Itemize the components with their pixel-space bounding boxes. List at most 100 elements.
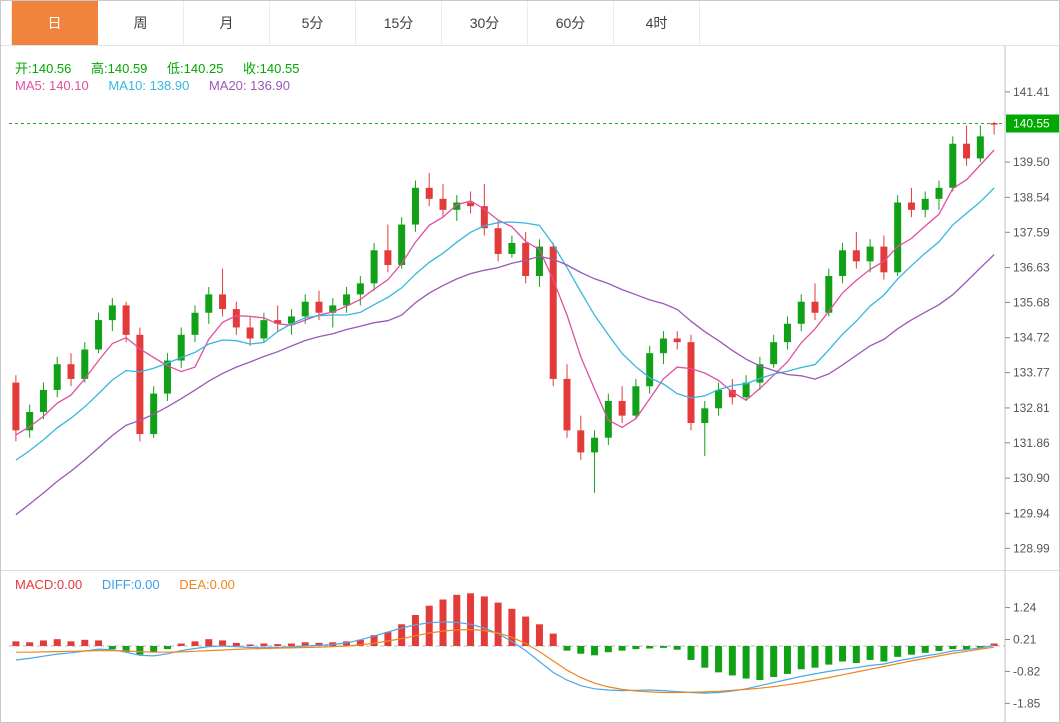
candle-body <box>770 342 778 365</box>
macd-panel <box>9 593 1005 694</box>
macd-bar <box>343 641 351 646</box>
tab-60min[interactable]: 60分 <box>528 1 614 45</box>
candle-body <box>673 338 681 343</box>
ma5-value: 140.10 <box>48 78 89 93</box>
macd-bar <box>136 646 144 655</box>
macd-bar <box>191 641 199 646</box>
macd-axis-label: -1.85 <box>1013 696 1041 710</box>
macd-bar <box>990 643 998 646</box>
macd-bar <box>728 646 736 676</box>
macd-label: MACD: <box>15 577 57 592</box>
candle-body <box>163 360 171 394</box>
candle-body <box>990 123 998 125</box>
candle-body <box>287 316 295 324</box>
candle-body <box>646 353 654 387</box>
candle-body <box>907 202 915 210</box>
macd-bar <box>659 646 667 648</box>
candle-body <box>811 301 819 313</box>
macd-bar <box>81 639 89 646</box>
candle-body <box>535 246 543 277</box>
macd-bar <box>53 639 61 646</box>
macd-legend: MACD:0.00 DIFF:0.00 DEA:0.00 <box>15 577 251 592</box>
timeframe-tabbar: 日 周 月 5分 15分 30分 60分 4时 <box>1 1 1059 46</box>
macd-bar <box>108 646 116 650</box>
y-axis-label: 135.68 <box>1013 295 1050 309</box>
tab-day[interactable]: 日 <box>11 1 98 45</box>
open-label: 开: <box>15 61 32 76</box>
macd-bar <box>783 646 791 674</box>
candle-body <box>949 143 957 188</box>
ma-lines <box>15 149 995 516</box>
low-label: 低: <box>167 61 184 76</box>
candle-body <box>508 242 516 254</box>
macd-bar <box>825 646 833 665</box>
ma10-line <box>15 187 995 461</box>
candle-body <box>866 246 874 262</box>
candle-body <box>411 187 419 225</box>
candle-body <box>301 301 309 317</box>
candle-body <box>797 301 805 324</box>
diff-line <box>15 621 995 694</box>
high-value: 140.59 <box>107 61 148 76</box>
tab-30min[interactable]: 30分 <box>442 1 528 45</box>
macd-bar <box>811 646 819 668</box>
macd-bar <box>122 646 130 653</box>
candle-body <box>756 364 764 383</box>
tab-week[interactable]: 周 <box>98 1 184 45</box>
candlestick-series <box>12 122 998 493</box>
y-axis: 141.41 139.50 138.54 137.59 136.63 135.68 134.… <box>1005 85 1059 710</box>
ma-legend: MA5: 140.10 MA10: 138.90 MA20: 136.90 <box>15 78 306 93</box>
candle-body <box>935 187 943 199</box>
macd-bar <box>921 646 929 653</box>
candle-body <box>67 364 75 379</box>
tab-5min[interactable]: 5分 <box>270 1 356 45</box>
macd-bar <box>907 646 915 655</box>
ma20-label: MA20: <box>208 78 247 93</box>
current-price-badge-text: 140.55 <box>1013 116 1050 130</box>
ma20-value: 136.90 <box>250 78 290 93</box>
macd-bar <box>880 646 888 662</box>
macd-bar <box>398 624 406 646</box>
tab-4hour[interactable]: 4时 <box>614 1 700 45</box>
macd-bar <box>563 646 571 651</box>
candle-body <box>12 382 20 431</box>
candle-body <box>232 309 240 328</box>
macd-bar <box>205 639 213 646</box>
candle-body <box>921 198 929 210</box>
macd-bar <box>384 632 392 646</box>
macd-bar <box>852 646 860 664</box>
candle-body <box>53 364 61 390</box>
macd-bar <box>439 599 447 646</box>
candle-body <box>108 305 116 321</box>
candle-body <box>894 202 902 273</box>
macd-bar <box>673 646 681 650</box>
candle-body <box>563 378 571 431</box>
macd-bar <box>756 646 764 681</box>
macd-bar <box>12 641 20 646</box>
y-axis-label: 139.50 <box>1013 155 1050 169</box>
y-axis-label: 133.77 <box>1013 366 1050 380</box>
candle-body <box>839 250 847 277</box>
diff-label: DIFF: <box>101 577 135 592</box>
candle-body <box>659 338 667 354</box>
macd-bar <box>963 646 971 650</box>
dea-value: 0.00 <box>209 577 235 592</box>
candle-body <box>246 327 254 339</box>
candle-body <box>632 386 640 416</box>
candle-body <box>329 305 337 313</box>
chart-canvas[interactable]: 141.41 139.50 138.54 137.59 136.63 135.68 134.… <box>1 46 1059 722</box>
macd-axis-label: 0.21 <box>1013 632 1037 646</box>
macd-bar <box>535 624 543 646</box>
close-value: 140.55 <box>259 61 300 76</box>
candle-body <box>715 389 723 409</box>
macd-bar <box>315 642 323 646</box>
y-axis-label: 138.54 <box>1013 190 1050 204</box>
macd-bar <box>646 646 654 649</box>
low-value: 140.25 <box>183 61 224 76</box>
macd-bar <box>425 605 433 646</box>
macd-bar <box>274 644 282 646</box>
macd-bar <box>742 646 750 679</box>
tab-15min[interactable]: 15分 <box>356 1 442 45</box>
tab-month[interactable]: 月 <box>184 1 270 45</box>
